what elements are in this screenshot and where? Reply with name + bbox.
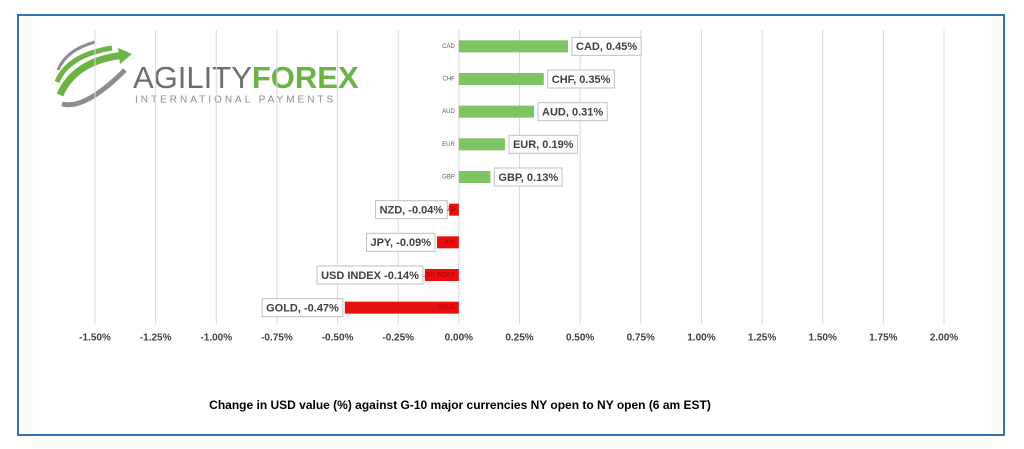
value-label-box: [493, 167, 563, 187]
value-label-box: [365, 232, 436, 252]
x-tick-label: 0.75%: [627, 333, 655, 344]
value-label: GOLD, -0.47%: [266, 303, 339, 315]
logo: AGILITYFOREX INTERNATIONAL PAYMENTS: [54, 40, 359, 108]
value-label-box: [547, 69, 615, 89]
chart-title: Change in USD value (%) against G-10 maj…: [209, 398, 711, 412]
value-label: EUR, 0.19%: [513, 139, 574, 151]
x-tick-label: -0.25%: [382, 333, 414, 344]
value-label-box: [316, 265, 424, 285]
logo-swoosh: [56, 51, 126, 97]
value-label: USD INDEX -0.14%: [321, 270, 419, 282]
x-tick-label: 0.25%: [505, 333, 533, 344]
y-tick-label: JPY: [444, 240, 455, 246]
y-tick-label: CAD: [442, 44, 455, 50]
x-tick-label: -1.25%: [140, 333, 172, 344]
bar: [458, 138, 505, 151]
y-tick-label: CHF: [443, 77, 456, 83]
logo-brand-b: FOREX: [252, 60, 359, 95]
logo-brand-a: AGILITY: [133, 60, 252, 95]
x-tick-label: -0.75%: [261, 333, 293, 344]
bar: [424, 269, 459, 281]
logo-tagline: INTERNATIONAL PAYMENTS: [135, 95, 336, 106]
bar: [437, 236, 459, 249]
y-tick-label: EUR: [442, 142, 455, 148]
y-tick-label: GBP: [442, 175, 455, 181]
y-tick-label: GOLD: [438, 305, 456, 311]
bar: [449, 203, 459, 216]
logo-swoosh: [61, 68, 127, 108]
logo-swoosh: [56, 40, 96, 71]
x-tick-label: 0.50%: [566, 333, 594, 344]
logo-arrow: [118, 48, 132, 64]
x-tick-label: -1.50%: [79, 333, 111, 344]
x-tick-label: 1.00%: [687, 333, 715, 344]
logo-brand: AGILITYFOREX: [133, 60, 359, 95]
bar: [458, 105, 535, 118]
value-label: AUD, 0.31%: [542, 107, 603, 119]
value-label-box: [261, 298, 344, 318]
bar: [458, 73, 544, 85]
value-label: NZD, -0.04%: [380, 205, 444, 217]
bar: [458, 40, 569, 53]
x-tick-label: 2.00%: [930, 333, 958, 344]
value-label: CHF, 0.35%: [552, 74, 611, 86]
bar: [344, 301, 459, 314]
x-tick-label: 1.50%: [809, 333, 837, 344]
x-tick-label: -1.00%: [200, 333, 232, 344]
value-label-box: [571, 36, 642, 56]
value-label: GBP, 0.13%: [498, 172, 558, 184]
value-label-box: [537, 102, 608, 122]
value-label-box: [508, 134, 578, 154]
value-label-box: [375, 200, 448, 220]
y-tick-label: AUD: [442, 109, 455, 115]
logo-swoosh: [54, 45, 113, 84]
x-tick-label: -0.50%: [322, 333, 354, 344]
x-tick-label: 1.75%: [869, 333, 897, 344]
x-tick-label: 0.00%: [445, 333, 473, 344]
y-tick-label: NZD: [443, 207, 456, 213]
x-tick-label: 1.25%: [748, 333, 776, 344]
value-label: JPY, -0.09%: [370, 237, 431, 249]
y-tick-label: USD INDEX: [422, 273, 455, 279]
value-label: CAD, 0.45%: [576, 41, 637, 53]
bar: [458, 171, 491, 183]
